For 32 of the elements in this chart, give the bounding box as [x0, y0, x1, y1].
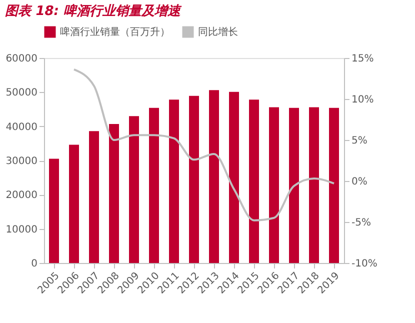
y2-tick-label: -10%	[352, 258, 378, 270]
y-tick-label: 30000	[6, 156, 38, 167]
chart-title: 图表 18: 啤酒行业销量及增速	[5, 3, 183, 19]
bar	[69, 144, 79, 263]
bar	[189, 96, 199, 263]
bar	[149, 108, 159, 263]
y-tick-label: 60000	[6, 54, 38, 64]
bar	[289, 108, 299, 263]
y-tick-label: 50000	[6, 88, 38, 99]
y2-tick-label: 10%	[352, 94, 374, 106]
bar	[329, 108, 339, 263]
y2-tick-label: 0%	[352, 176, 368, 188]
bar	[249, 100, 259, 263]
bar	[49, 158, 59, 263]
bar	[129, 116, 139, 263]
y-tick-label: 0	[31, 258, 38, 270]
legend-label: 啤酒行业销量（百万升）	[60, 26, 170, 38]
y-tick-label: 10000	[6, 224, 38, 236]
bar	[309, 107, 319, 263]
y2-tick-label: 15%	[352, 54, 374, 64]
bar	[109, 124, 119, 263]
y-tick-label: 40000	[6, 122, 38, 133]
legend-label: 同比增长	[198, 26, 238, 38]
bar	[209, 90, 219, 263]
bar	[269, 107, 279, 263]
y2-tick-label: 5%	[352, 136, 368, 146]
y2-tick-label: -5%	[352, 218, 371, 228]
bar	[89, 131, 99, 263]
bar	[169, 100, 179, 263]
bar	[229, 92, 239, 263]
line-series	[73, 68, 335, 222]
y-tick-label: 20000	[6, 190, 38, 202]
